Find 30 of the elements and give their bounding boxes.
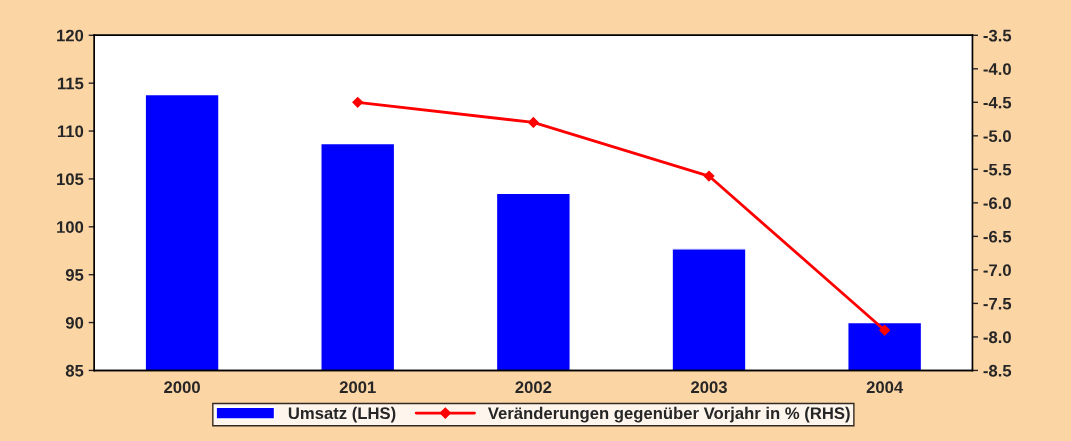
- y2-tick-label: -8.5: [983, 364, 1012, 377]
- point: [703, 170, 715, 182]
- y2-tick-label: -8.0: [983, 331, 1011, 344]
- legend-label: Veränderungen gegenüber Vorjahr in % (RHS): [487, 406, 850, 423]
- y-tick-label: 115: [57, 77, 84, 90]
- x-tick-label: 2000: [164, 381, 200, 394]
- y2-tick-label: -4.5: [983, 96, 1012, 109]
- y-tick-label: 110: [57, 125, 84, 138]
- point: [879, 324, 891, 336]
- y2-tick-label: -5.5: [983, 163, 1012, 176]
- y-tick-label: 100: [57, 221, 84, 233]
- legend-label: Umsatz (LHS): [288, 406, 396, 423]
- y2-tick-label: -7.5: [983, 297, 1012, 310]
- y-tick-label: 90: [65, 316, 84, 329]
- y-tick-label: 120: [57, 29, 84, 42]
- y2-tick-label: -6.5: [983, 230, 1012, 243]
- y-tick-label: 95: [65, 269, 84, 281]
- point: [527, 116, 539, 128]
- y2-tick-label: -3.5: [983, 29, 1012, 42]
- x-tick-label: 2004: [866, 381, 904, 394]
- x-tick-label: 2001: [339, 381, 376, 394]
- x-tick-label: 2002: [515, 381, 552, 394]
- x-tick-label: 2003: [691, 381, 727, 394]
- y2-tick-label: -5.0: [983, 130, 1011, 143]
- y2-tick-label: -7.0: [983, 264, 1011, 277]
- point: [352, 96, 364, 108]
- y2-tick-label: -4.0: [983, 63, 1011, 75]
- y-tick-label: 105: [57, 173, 84, 186]
- y-tick-label: 85: [65, 364, 84, 377]
- y2-tick-label: -6.0: [983, 197, 1011, 210]
